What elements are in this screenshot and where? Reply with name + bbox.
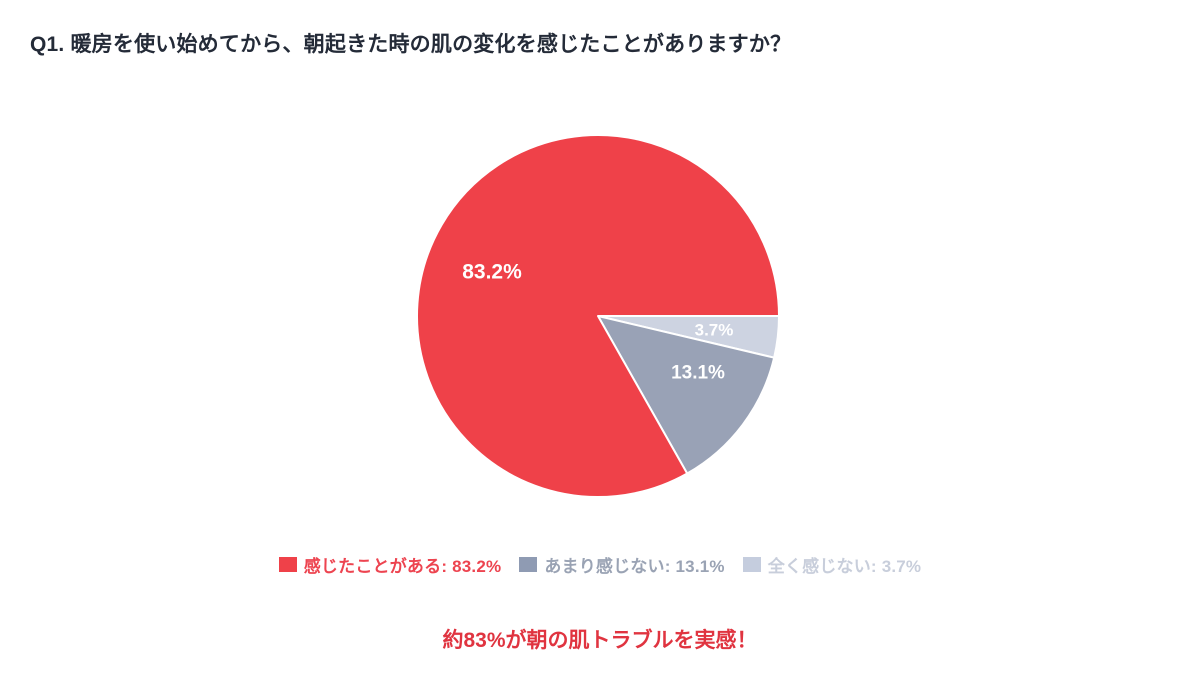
chart-legend: 感じたことがある: 83.2% あまり感じない: 13.1% 全く感じない: 3… — [0, 552, 1200, 577]
pie-chart: 83.2% 13.1% 3.7% — [416, 134, 780, 498]
legend-label-barely-feel: あまり感じない: 13.1% — [544, 557, 725, 576]
pie-slice-0[interactable] — [416, 134, 780, 498]
chart-title: Q1. 暖房を使い始めてから、朝起きた時の肌の変化を感じたことがありますか？ — [30, 33, 792, 56]
legend-swatch-lightgray — [742, 557, 761, 572]
legend-label-felt-change: 感じたことがある: 83.2% — [303, 557, 502, 576]
legend-item-not-at-all[interactable]: 全く感じない: 3.7% — [742, 552, 922, 577]
legend-swatch-red — [278, 557, 297, 572]
legend-item-barely-feel[interactable]: あまり感じない: 13.1% — [519, 552, 725, 577]
pie-slice-value-label-2: 3.7% — [695, 321, 734, 340]
legend-swatch-gray — [519, 557, 538, 572]
pie-slice-value-label-1: 13.1% — [671, 363, 725, 384]
summary-message: 約83%が朝の肌トラブルを実感！ — [442, 629, 758, 652]
legend-item-felt-change[interactable]: 感じたことがある: 83.2% — [278, 552, 502, 577]
pie-slice-1[interactable] — [597, 315, 776, 475]
legend-label-not-at-all: 全く感じない: 3.7% — [767, 557, 922, 576]
pie-slice-value-label-0: 83.2% — [462, 261, 522, 284]
